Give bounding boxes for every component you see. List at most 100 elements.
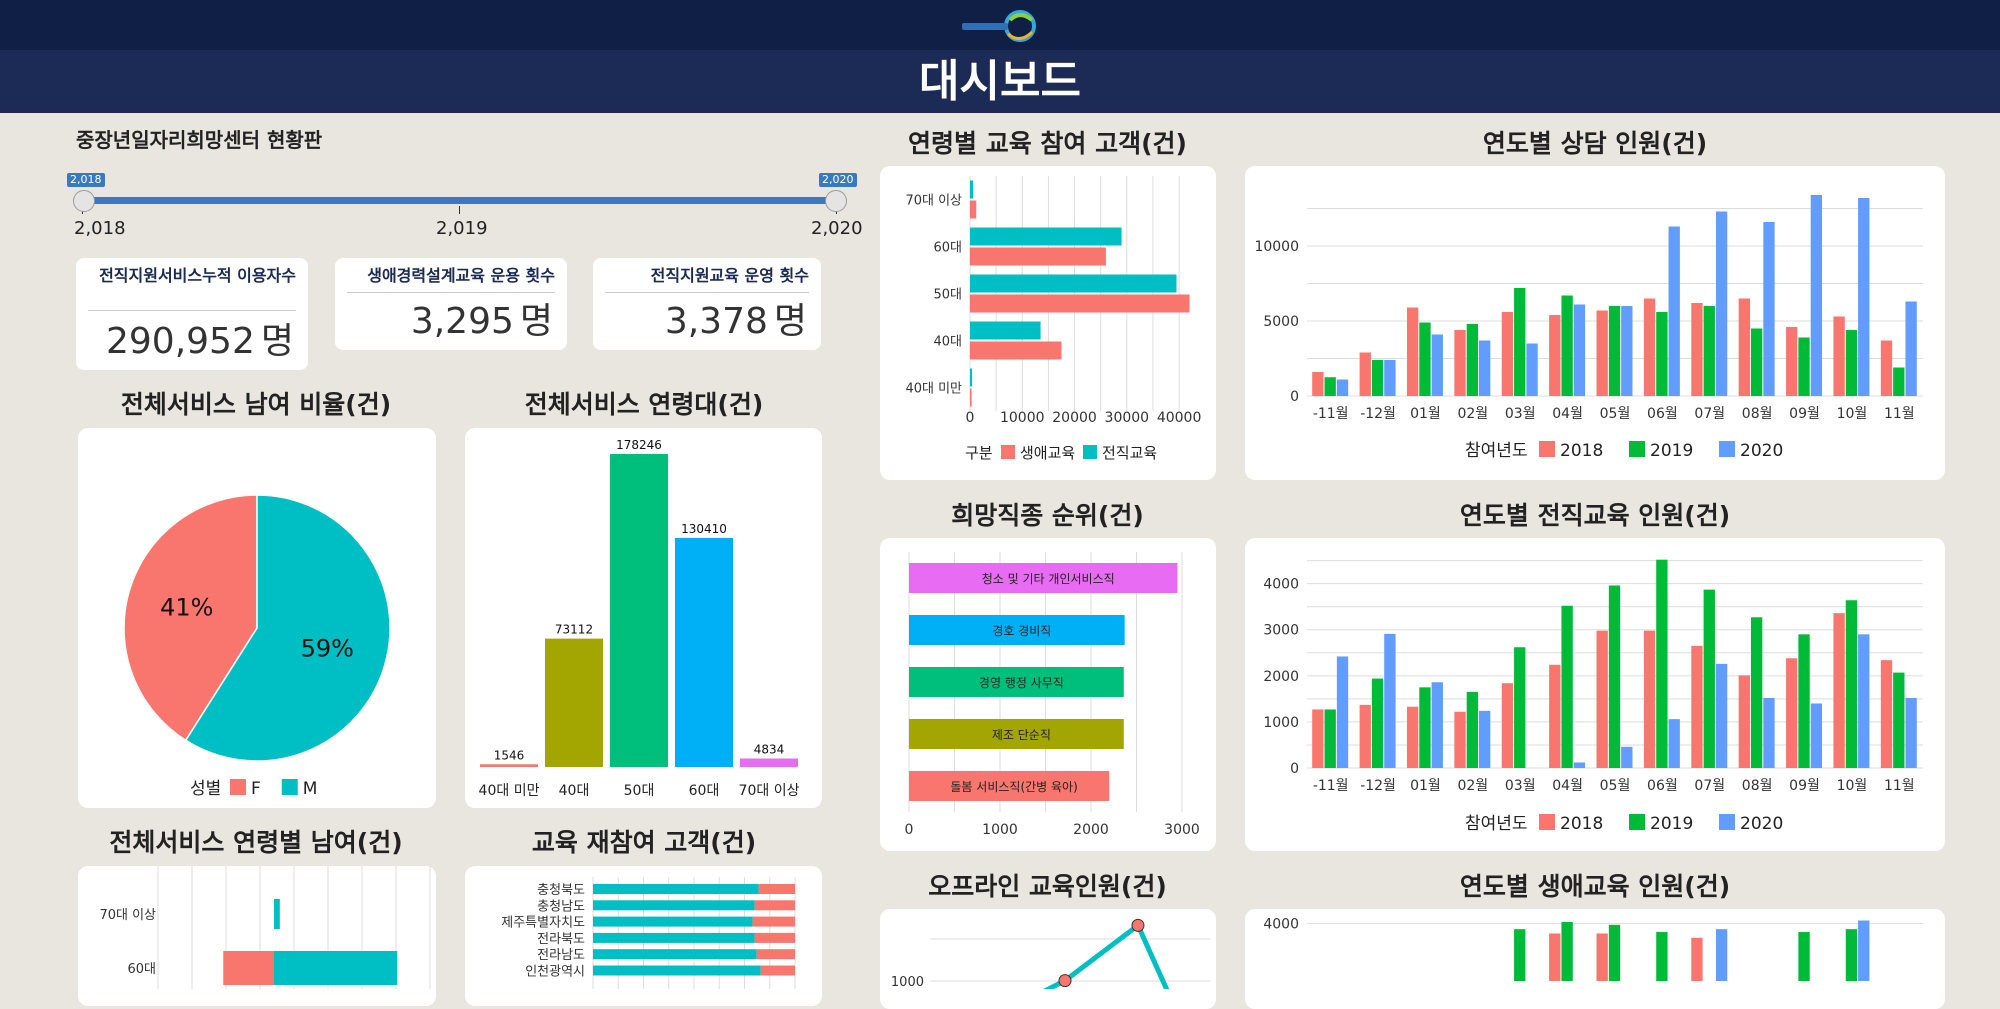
bar-2020-06월 xyxy=(1668,719,1680,768)
title-bar xyxy=(0,50,2000,113)
legend-swatch xyxy=(1629,441,1645,457)
x-tick-label: 10월 xyxy=(1837,778,1868,794)
bar-2018-05월 xyxy=(1596,630,1608,768)
x-tick-label: 30000 xyxy=(1105,410,1150,426)
y-tick-label: 2000 xyxy=(1263,669,1299,685)
bar-data-label: 1546 xyxy=(494,748,525,762)
y-tick-label: 40대 xyxy=(933,335,962,350)
slider-handle-low[interactable] xyxy=(73,190,95,212)
y-tick-label: 0 xyxy=(1290,389,1299,405)
bar-2019-08월 xyxy=(1750,617,1763,768)
legend-title: 성별 xyxy=(190,779,221,799)
bar-2018-08월 xyxy=(1738,298,1750,396)
reedu-chart-title: 교육 재참여 고객(건) xyxy=(531,828,757,857)
bar-2019-06월 xyxy=(1656,932,1668,981)
bar-생애교육 xyxy=(970,247,1106,266)
bar-생애교육 xyxy=(970,341,1062,360)
center-logo-icon xyxy=(962,10,1036,42)
slider-mid-label: 2,019 xyxy=(436,218,488,239)
kpi-value: 3,378 명 xyxy=(664,301,807,342)
job-bar xyxy=(909,667,1124,697)
kpi-divider xyxy=(347,292,555,293)
reedu-bar-b xyxy=(758,884,795,894)
life-bar-chart: 4000 xyxy=(1263,916,1923,981)
x-tick-label: 40000 xyxy=(1157,410,1202,426)
x-tick-label: -12월 xyxy=(1360,778,1396,794)
kpi-label: 생애경력설계교육 운용 횟수 xyxy=(367,266,555,285)
bar-2018-05월 xyxy=(1596,933,1608,981)
bar-2019-07월 xyxy=(1703,306,1715,396)
bar-2020-07월 xyxy=(1715,211,1728,396)
legend-title: 참여년도 xyxy=(1465,441,1528,461)
job-bar-label: 청소 및 기타 개인서비스직 xyxy=(982,572,1115,586)
x-tick-label: 03월 xyxy=(1505,406,1536,422)
bar-2020-02월 xyxy=(1479,340,1491,396)
reedu-bar-a xyxy=(593,965,761,976)
bar-2020-05월 xyxy=(1621,746,1633,768)
bar-2018-04월 xyxy=(1549,933,1561,981)
job-bar-label: 제조 단순직 xyxy=(992,728,1051,742)
bar-전직교육 xyxy=(970,227,1122,246)
bar-2019-11월 xyxy=(1893,672,1905,768)
bar-2018-09월 xyxy=(1786,327,1798,396)
x-tick-label: 07월 xyxy=(1694,778,1725,794)
bar-2018-07월 xyxy=(1691,645,1703,768)
age-edu-panel: 70대 이상 60대 50대 40대 40대 미만 0 10000 20000 30000 400… xyxy=(880,166,1216,480)
gender-chart-title: 전체서비스 남여 비율(건) xyxy=(120,390,392,419)
bar-2019-05월 xyxy=(1608,306,1621,396)
bar-전직교육 xyxy=(970,274,1177,293)
x-tick-label: 09월 xyxy=(1789,778,1820,794)
legend-entry: 생애교육 xyxy=(1020,444,1075,462)
kpi-card-users: 전직지원서비스누적 이용자수 290,952 명 xyxy=(76,258,308,370)
bar-생애교육 xyxy=(970,294,1190,313)
bar-2018-07월 xyxy=(1691,303,1703,396)
y-tick-label: 충청남도 xyxy=(537,899,585,914)
bar-2019-09월 xyxy=(1798,932,1810,981)
bar-2020-01월 xyxy=(1431,682,1443,768)
bar-2020-06월 xyxy=(1668,226,1680,396)
bar-2019-03월 xyxy=(1514,647,1526,768)
dashboard-subtitle: 중장년일자리희망센터 현황판 xyxy=(76,128,323,152)
bar-2019-03월 xyxy=(1514,929,1526,981)
kpi-card-transfer-edu: 전직지원교육 운영 횟수 3,378 명 xyxy=(593,258,821,350)
legend-title: 구분 xyxy=(965,444,993,462)
legend-entry: 2019 xyxy=(1650,441,1693,461)
kpi-card-life-edu: 생애경력설계교육 운용 횟수 3,295 명 xyxy=(335,258,567,350)
x-tick-label: 1000 xyxy=(982,822,1018,838)
x-tick-label: 70대 이상 xyxy=(739,783,800,799)
x-tick-label: 2000 xyxy=(1073,822,1109,838)
kpi-label: 전직지원교육 운영 횟수 xyxy=(650,266,809,285)
y-tick-label: 60대 xyxy=(127,962,156,977)
bar-전직교육 xyxy=(970,368,973,387)
year-range-slider[interactable] xyxy=(82,197,837,204)
bar-M xyxy=(274,899,280,929)
legend-entry: 2020 xyxy=(1740,441,1783,461)
bar-2019-01월 xyxy=(1419,687,1431,768)
life-chart-title: 연도별 생애교육 인원(건) xyxy=(1459,872,1731,901)
x-tick-label: 40대 미만 xyxy=(479,783,540,799)
bar-data-label: 4834 xyxy=(754,743,785,757)
reedu-panel: 충청북도 충청남도 제주특별자치도 전라북도 전라남도 인천광역시 xyxy=(465,866,822,1006)
slider-handle-high[interactable] xyxy=(825,190,847,212)
job-bar-label: 돌봄 서비스직(간병 육아) xyxy=(950,780,1077,794)
bar-data-label: 73112 xyxy=(555,623,593,637)
ageband-bar-panel: 1546 40대 미만 73112 40대 178246 50대 130410 60대 4834… xyxy=(465,428,822,808)
bar-2019-10월 xyxy=(1845,330,1858,396)
bar-2020--11월 xyxy=(1336,379,1349,396)
bar-2018-03월 xyxy=(1501,683,1514,768)
x-tick-label: 50대 xyxy=(624,783,655,799)
legend-entry: 2020 xyxy=(1740,814,1783,834)
bar-생애교육 xyxy=(970,388,972,407)
bar-2020-11월 xyxy=(1905,697,1917,768)
bar-40대 xyxy=(545,638,603,767)
bar-2020-11월 xyxy=(1905,301,1917,396)
x-tick-label: 10월 xyxy=(1837,406,1868,422)
bar-data-label: 130410 xyxy=(681,522,727,536)
job-bar-label: 경호 경비직 xyxy=(992,624,1051,638)
y-tick-label: 5000 xyxy=(1263,314,1299,330)
ageband-chart-title: 전체서비스 연령대(건) xyxy=(524,390,764,419)
x-tick-label: 0 xyxy=(966,410,975,426)
bar-2020-09월 xyxy=(1810,703,1823,768)
